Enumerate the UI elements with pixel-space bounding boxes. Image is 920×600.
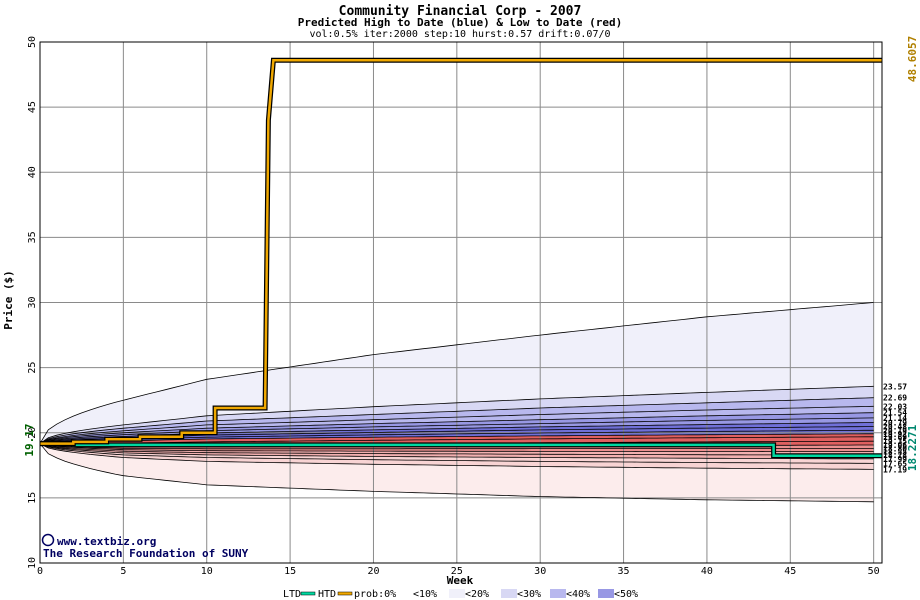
y-axis-label: Price ($) [2,270,15,330]
chart-subtitle: Predicted High to Date (blue) & Low to D… [298,16,623,29]
x-tick-label: 40 [701,566,713,577]
low-band-line-5 [39,443,874,456]
x-tick-label: 30 [534,566,546,577]
high-band-5 [40,417,874,444]
y-tick-label: 50 [27,36,38,48]
credit-org: The Research Foundation of SUNY [43,547,249,560]
legend-lt30: <30% [517,589,541,600]
low-band-7 [40,443,874,470]
band-label-low: 18.28 [883,451,907,460]
high-band-line-6 [39,422,874,444]
legend-htd-swatch [337,591,353,596]
y-tick-label: 15 [27,492,38,504]
high-band-line-2 [39,397,874,444]
legend-lt50: <50% [614,589,638,600]
x-tick-label: 45 [784,566,796,577]
high-band-4 [40,412,874,444]
legend-swatch-20 [501,589,517,598]
ltd-end-label: 18.2271 [906,424,919,471]
legend-swatch-40 [598,589,614,598]
band-label-low: 18.80 [883,444,907,453]
legend-lt40: <40% [566,589,590,600]
legend-lt20: <20% [465,589,489,600]
high-band-1 [40,386,874,444]
legend-lt10: <10% [413,589,437,600]
y-tick-label: 10 [27,557,38,569]
band-label-low: 19.35 [883,437,907,446]
y-tick-label: 35 [27,231,38,243]
high-band-7 [40,426,874,444]
band-label-low: 19.06 [883,441,907,450]
high-band-line-4 [39,412,874,444]
plot-border [39,41,883,564]
high-band-8 [40,430,874,444]
legend-prob: prob:0% [354,589,396,600]
x-tick-label: 35 [618,566,630,577]
legend: LTD HTD prob:0% <10% <20% <30% <40% <50% [283,589,638,600]
htd-end-label: 48.6057 [906,36,919,82]
x-axis-label: Week [447,574,474,587]
low-band-line-3 [39,443,874,450]
low-band-4 [40,443,874,456]
low-band-line-7 [39,443,874,464]
x-tick-label: 20 [367,566,379,577]
low-band-line-6 [39,443,874,460]
band-label-low: 17.99 [883,455,907,464]
legend-ltd-swatch [300,591,316,596]
band-label-high: 20.19 [883,426,907,435]
credit: © www.textbiz.org The Research Foundatio… [41,533,249,560]
credit-url: www.textbiz.org [57,535,156,548]
band-label-high: 19.92 [883,430,907,439]
y-tick-label: 30 [27,296,38,308]
x-tick-label: 25 [451,566,463,577]
band-label-high: 22.69 [883,394,907,403]
x-tick-label: 5 [120,566,126,577]
band-label-low: 17.19 [883,465,907,474]
low-band-line-9 [39,443,874,503]
x-tick-label: 50 [868,566,880,577]
x-tick-label: 10 [201,566,213,577]
high-band-line-3 [39,405,874,444]
legend-swatch-10 [449,589,465,598]
y-tick-label: 40 [27,166,38,178]
high-band-line-1 [39,385,874,444]
chart-params: vol:0.5% iter:2000 step:10 hurst:0.57 dr… [309,29,610,40]
band-label-low: 17.65 [883,459,907,468]
band-label-low: 18.55 [883,448,907,457]
band-label-high: 23.57 [883,382,907,391]
band-label-high: 21.14 [883,414,907,423]
high-band-line-9 [39,433,874,444]
high-band-6 [40,422,874,444]
start-price-label: 19.17 [23,423,36,456]
low-band-3 [40,443,874,452]
low-band-line-4 [39,443,874,452]
legend-swatch-0 [397,589,413,598]
copyright-icon [41,533,55,547]
band-label-high: 21.54 [883,409,907,418]
y-tick-label: 45 [27,101,38,113]
band-label-high: 22.03 [883,402,907,411]
high-band-line-0 [39,302,874,444]
low-band-line-8 [39,443,874,470]
band-label-high: 20.48 [883,422,907,431]
band-label-low: 19.69 [883,433,907,442]
y-tick-label: 25 [27,362,38,374]
low-band-line-0 [39,436,874,444]
high-band-2 [40,397,874,444]
band-label-high: 20.79 [883,418,907,427]
legend-swatch-30 [550,589,566,598]
plot-area: 0 5 10 15 20 25 30 35 40 45 50 10 15 20 25 30 35 40 45 50 23… [27,36,907,577]
high-band-line-5 [39,417,874,444]
chart-title: Community Financial Corp - 2007 [339,4,582,19]
x-tick-label: 0 [37,566,43,577]
x-tick-label: 15 [284,566,296,577]
high-band-3 [40,406,874,444]
htd-line [40,58,882,445]
legend-htd: HTD [318,589,336,600]
legend-ltd: LTD [283,589,301,600]
y-tick-label: 20 [27,427,38,439]
